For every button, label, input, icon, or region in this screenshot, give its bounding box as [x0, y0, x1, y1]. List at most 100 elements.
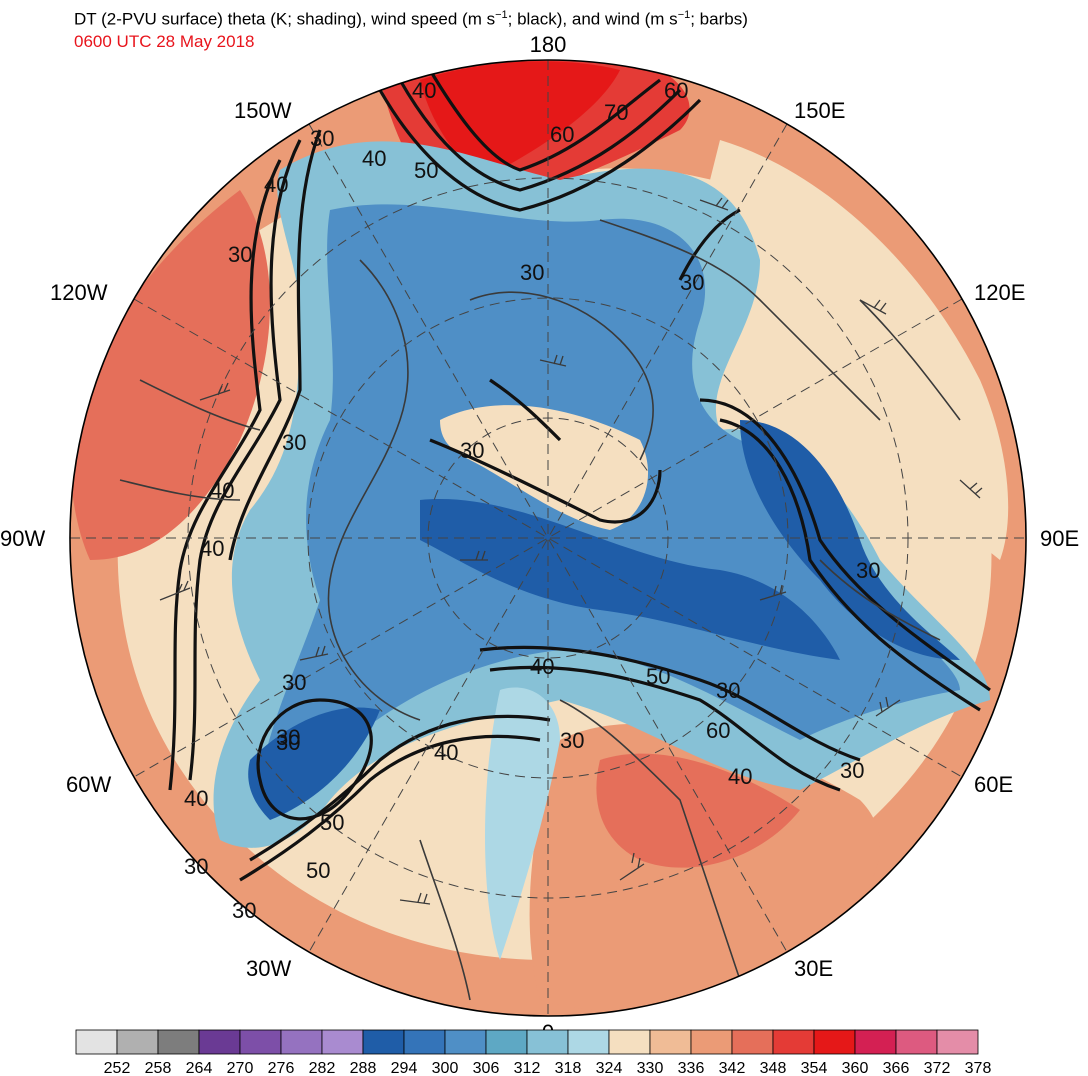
wind-barb: [859, 299, 887, 315]
contour-label: 60: [550, 122, 574, 147]
title-suffix: ; barbs): [690, 9, 748, 29]
shading-atlantic-tongue: [485, 687, 560, 960]
colorbar-tick-label: 336: [678, 1060, 705, 1076]
contour-namerica-1: [188, 139, 302, 781]
colorbar-tick-label: 360: [842, 1060, 869, 1076]
contour-label: 40: [530, 654, 554, 679]
colorbar-swatch: [444, 1029, 487, 1055]
contour-namerica-3: [228, 129, 322, 561]
colorbar-swatch: [690, 1029, 733, 1055]
colorbar-swatch: [239, 1029, 282, 1055]
colorbar-tick-label: 372: [924, 1060, 951, 1076]
contour-eurasia-2: [489, 665, 841, 792]
coastlines: [119, 219, 961, 1001]
colorbar-labels: 252 258 264 270 276 282 288 294 300 306 312 318 324 3…: [104, 1060, 992, 1076]
contour-label: 40: [200, 536, 224, 561]
lon-label-30e: 30E: [794, 956, 833, 981]
colorbar-swatch: [526, 1029, 569, 1055]
contour-label: 50: [646, 664, 670, 689]
contour-label: 30: [276, 725, 300, 750]
longitude-labels: 180 150E 120E 90E 60E 30E 0 30W 60W 90W …: [0, 32, 1079, 1045]
title-superscript-1: −1: [495, 9, 508, 21]
contour-label: 30: [282, 430, 306, 455]
latitude-circle-middle: [307, 297, 789, 779]
contour-label: 40: [264, 172, 288, 197]
wind-barb: [875, 696, 901, 717]
colorbar-swatch: [75, 1029, 118, 1055]
colorbar-swatch: [567, 1029, 610, 1055]
shading-asia-pale: [700, 140, 1009, 560]
colorbar-swatch: [485, 1029, 528, 1055]
shading-cold-core-atlantic: [248, 707, 380, 820]
contour-label: 40: [728, 764, 752, 789]
contour-label: 30: [228, 242, 252, 267]
contour-arctic-1: [429, 438, 662, 524]
coast-canada: [327, 259, 421, 721]
border-namerica-2: [119, 479, 241, 501]
colorbar-tick-label: 318: [555, 1060, 582, 1076]
contour-label: 30: [310, 126, 334, 151]
contour-label: 30: [560, 728, 584, 753]
contour-label: 40: [412, 78, 436, 103]
contour-label: 40: [434, 740, 458, 765]
lon-label-180: 180: [530, 32, 567, 57]
colorbar-tick-label: 264: [186, 1060, 213, 1076]
title-block: DT (2-PVU surface) theta (K; shading), w…: [74, 4, 748, 53]
wind-barb: [759, 584, 787, 601]
colorbar-swatch: [731, 1029, 774, 1055]
shading-europe-hot: [596, 753, 800, 868]
shading-cold-core-east: [740, 420, 960, 660]
contour-label: 40: [210, 478, 234, 503]
contour-namerica-2: [168, 159, 282, 791]
colorbar-tick-label: 330: [637, 1060, 664, 1076]
contour-label: 30: [276, 730, 300, 755]
contour-label: 30: [184, 854, 208, 879]
contour-label: 40: [184, 786, 208, 811]
contour-eurasia-1: [479, 645, 861, 762]
lon-label-90w: 90W: [0, 526, 45, 551]
colorbar-swatch: [772, 1029, 815, 1055]
border-asia-2: [859, 299, 961, 421]
colorbar-swatch: [362, 1029, 405, 1055]
contour-pacific-2: [398, 79, 682, 192]
contour-label: 30: [680, 270, 704, 295]
lon-label-30w: 30W: [246, 956, 291, 981]
contour-labels: 40 60 70 60 50 40 30 30 30 30 40 30 40 4…: [184, 78, 880, 923]
colorbar-swatch: [321, 1029, 364, 1055]
coast-arctic-islands: [469, 291, 654, 461]
lon-label-90e: 90E: [1040, 526, 1079, 551]
contour-siberia-1: [699, 398, 991, 692]
latitude-circle-outer: [187, 177, 909, 899]
wind-speed-contours: [168, 69, 991, 882]
contour-label: 40: [362, 146, 386, 171]
coast-siberia: [599, 219, 881, 421]
lon-label-120w: 120W: [50, 280, 108, 305]
coast-europe: [559, 699, 741, 981]
contour-label: 50: [414, 158, 438, 183]
contour-label: 60: [706, 718, 730, 743]
colorbar-tick-label: 354: [801, 1060, 828, 1076]
theta-shading-layer: [70, 60, 1026, 1016]
contour-label: 30: [460, 438, 484, 463]
colorbar-tick-label: 348: [760, 1060, 787, 1076]
contour-label: 50: [320, 810, 344, 835]
colorbar-swatch: [936, 1029, 979, 1055]
colorbar-tick-label: 258: [145, 1060, 172, 1076]
title-mid: ; black), and wind (m s: [507, 9, 678, 29]
colorbar-tick-label: 342: [719, 1060, 746, 1076]
wind-barb: [959, 479, 983, 499]
colorbar-boxes: [75, 1029, 979, 1055]
contour-label: 50: [306, 858, 330, 883]
contour-atlantic-2: [249, 714, 551, 862]
contour-label: 30: [840, 758, 864, 783]
colorbar-tick-label: 294: [391, 1060, 418, 1076]
valid-time-label: 0600 UTC 28 May 2018: [74, 31, 255, 51]
wind-barb: [299, 645, 329, 661]
colorbar-tick-label: 282: [309, 1060, 336, 1076]
wind-barb: [199, 382, 231, 401]
shading-pacific-hotcore: [420, 61, 620, 180]
colorbar-tick-label: 306: [473, 1060, 500, 1076]
colorbar-swatch: [198, 1029, 241, 1055]
latitude-circle-inner: [427, 417, 669, 659]
